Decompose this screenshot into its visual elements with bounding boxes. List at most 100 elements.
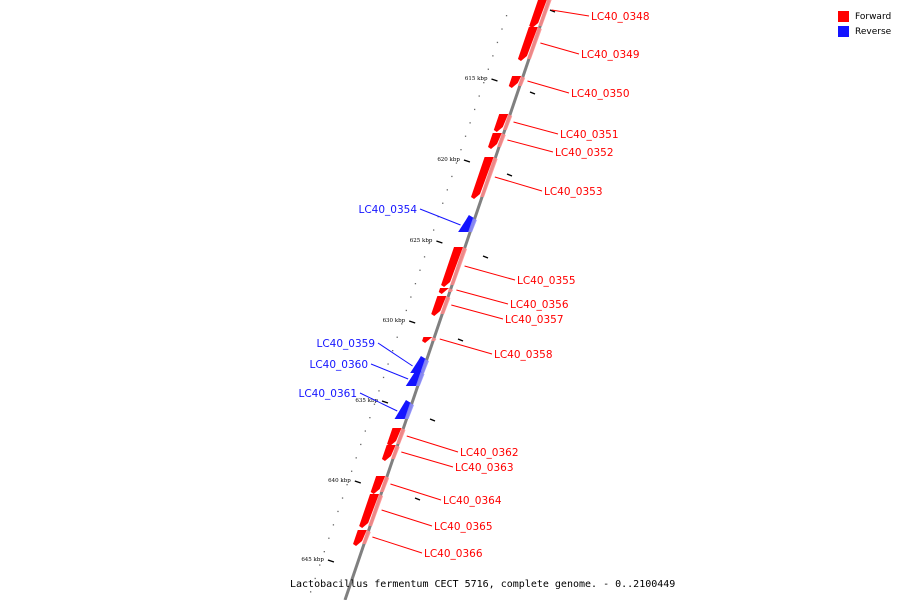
gene-body [387,428,402,446]
guide-dot [382,376,385,379]
gene-label: LC40_0352 [555,147,614,159]
gene-body [370,476,386,494]
guide-dot [401,323,403,325]
gene-leader-line [439,338,493,355]
gene-body [471,157,494,199]
gene-lc40-0363: LC40_0363 [381,445,514,474]
tick-label: 635 kbp [355,398,378,404]
guide-dot [332,524,335,526]
tick-mark [549,9,556,13]
tick-mark [436,240,443,244]
tick-mark [327,559,335,563]
gene-leader-line [527,80,570,94]
gene-edge [415,372,425,386]
gene-edge [368,494,384,526]
gene-leader-line [370,363,409,380]
gene-label: LC40_0366 [424,548,483,560]
gene-lc40-0354: LC40_0354 [358,204,477,232]
tick-mark [408,320,416,324]
tick-mark [482,255,489,259]
guide-dot [419,269,421,271]
gene-label: LC40_0349 [581,49,640,61]
tick-mark [457,338,464,342]
gene-label: LC40_0351 [560,129,619,141]
gene-body [441,247,464,287]
gene-label: LC40_0348 [591,11,650,23]
guide-dot [474,108,476,111]
gene-lc40-0357: LC40_0357 [431,296,564,326]
gene-edge [447,288,454,292]
gene-edge [362,530,371,544]
gene-body [381,445,396,461]
gene-label: LC40_0354 [358,204,417,216]
gene-body [422,337,433,343]
gene-body [493,114,509,132]
gene-leader-line [359,392,398,412]
guide-dot [337,510,339,513]
guide-dot [460,149,462,151]
gene-leader-line [372,536,423,554]
gene-lc40-0348: LC40_0348 [529,0,650,28]
legend-item-forward: Forward [838,9,891,24]
gene-edge [440,296,451,314]
gene-edge [468,218,477,232]
guide-dot [360,443,362,446]
gene-edge [538,0,552,26]
gene-leader-line [451,304,504,320]
gene-label: LC40_0363 [455,462,514,474]
guide-dot [364,430,366,432]
guide-dot [309,591,312,593]
guide-dot [464,135,467,137]
gene-leader-line [390,483,442,501]
gene-label: LC40_0359 [316,338,375,350]
gene-edge [420,359,429,373]
tick-label: 640 kbp [328,478,351,484]
gene-label: LC40_0365 [434,521,493,533]
gene-leader-line [507,139,554,153]
gene-label: LC40_0361 [298,388,357,400]
tick-label: 625 kbp [410,238,433,244]
gene-lc40-0351: LC40_0351 [493,114,619,141]
gene-body [517,27,538,61]
tick-label: 630 kbp [383,318,406,324]
legend-item-reverse: Reverse [838,24,891,39]
guide-dot [478,95,480,97]
gene-leader-line [381,509,433,527]
gene-lc40-0353: LC40_0353 [471,157,603,199]
guide-dot [496,41,499,44]
gene-lc40-0359: LC40_0359 [316,338,429,373]
gene-edge [450,247,468,285]
gene-leader-line [401,451,454,468]
guide-dot [392,350,394,352]
gene-lc40-0362: LC40_0362 [387,428,519,459]
gene-lc40-0349: LC40_0349 [517,27,640,61]
guide-dot [433,229,435,231]
gene-lc40-0356: LC40_0356 [438,288,569,311]
tick-mark [529,91,536,95]
tick-mark [506,173,513,177]
guide-dot [446,189,448,191]
gene-body [359,494,380,528]
gene-leader-line [406,435,459,453]
guide-dot [405,309,407,312]
gene-leader-line [540,42,580,55]
gene-lc40-0360: LC40_0360 [309,359,425,386]
gene-label: LC40_0360 [309,359,368,371]
forward-swatch [838,11,849,22]
gene-lc40-0352: LC40_0352 [488,133,614,159]
gene-body [508,76,522,88]
gene-leader-line [464,265,516,281]
guide-dot [373,403,376,405]
gene-body [431,296,447,316]
tick-mark [429,418,436,422]
gene-label: LC40_0353 [544,186,603,198]
tick-label: 620 kbp [437,157,460,163]
gene-label: LC40_0358 [494,349,553,361]
guide-dot [369,417,371,419]
gene-lc40-0366: LC40_0366 [353,530,483,560]
gene-lc40-0364: LC40_0364 [370,476,502,507]
gene-edge [379,476,390,492]
tick-mark [381,400,389,404]
guide-dot [341,497,344,499]
